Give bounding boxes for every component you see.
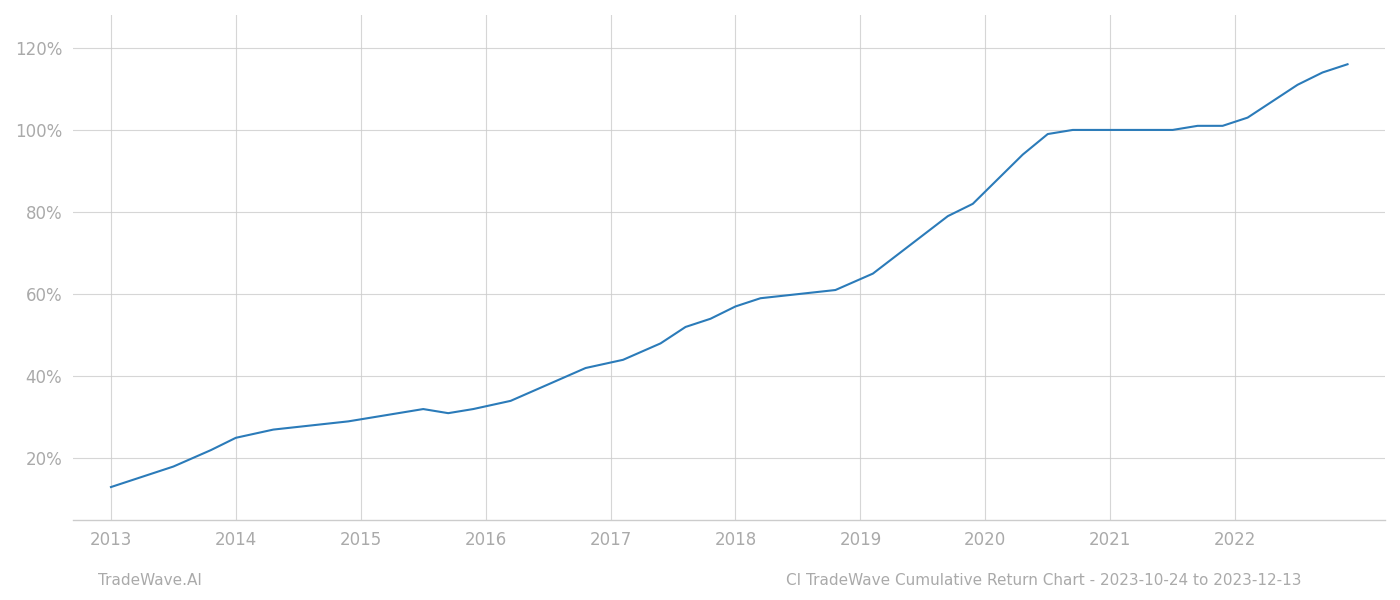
Text: TradeWave.AI: TradeWave.AI — [98, 573, 202, 588]
Text: CI TradeWave Cumulative Return Chart - 2023-10-24 to 2023-12-13: CI TradeWave Cumulative Return Chart - 2… — [787, 573, 1302, 588]
